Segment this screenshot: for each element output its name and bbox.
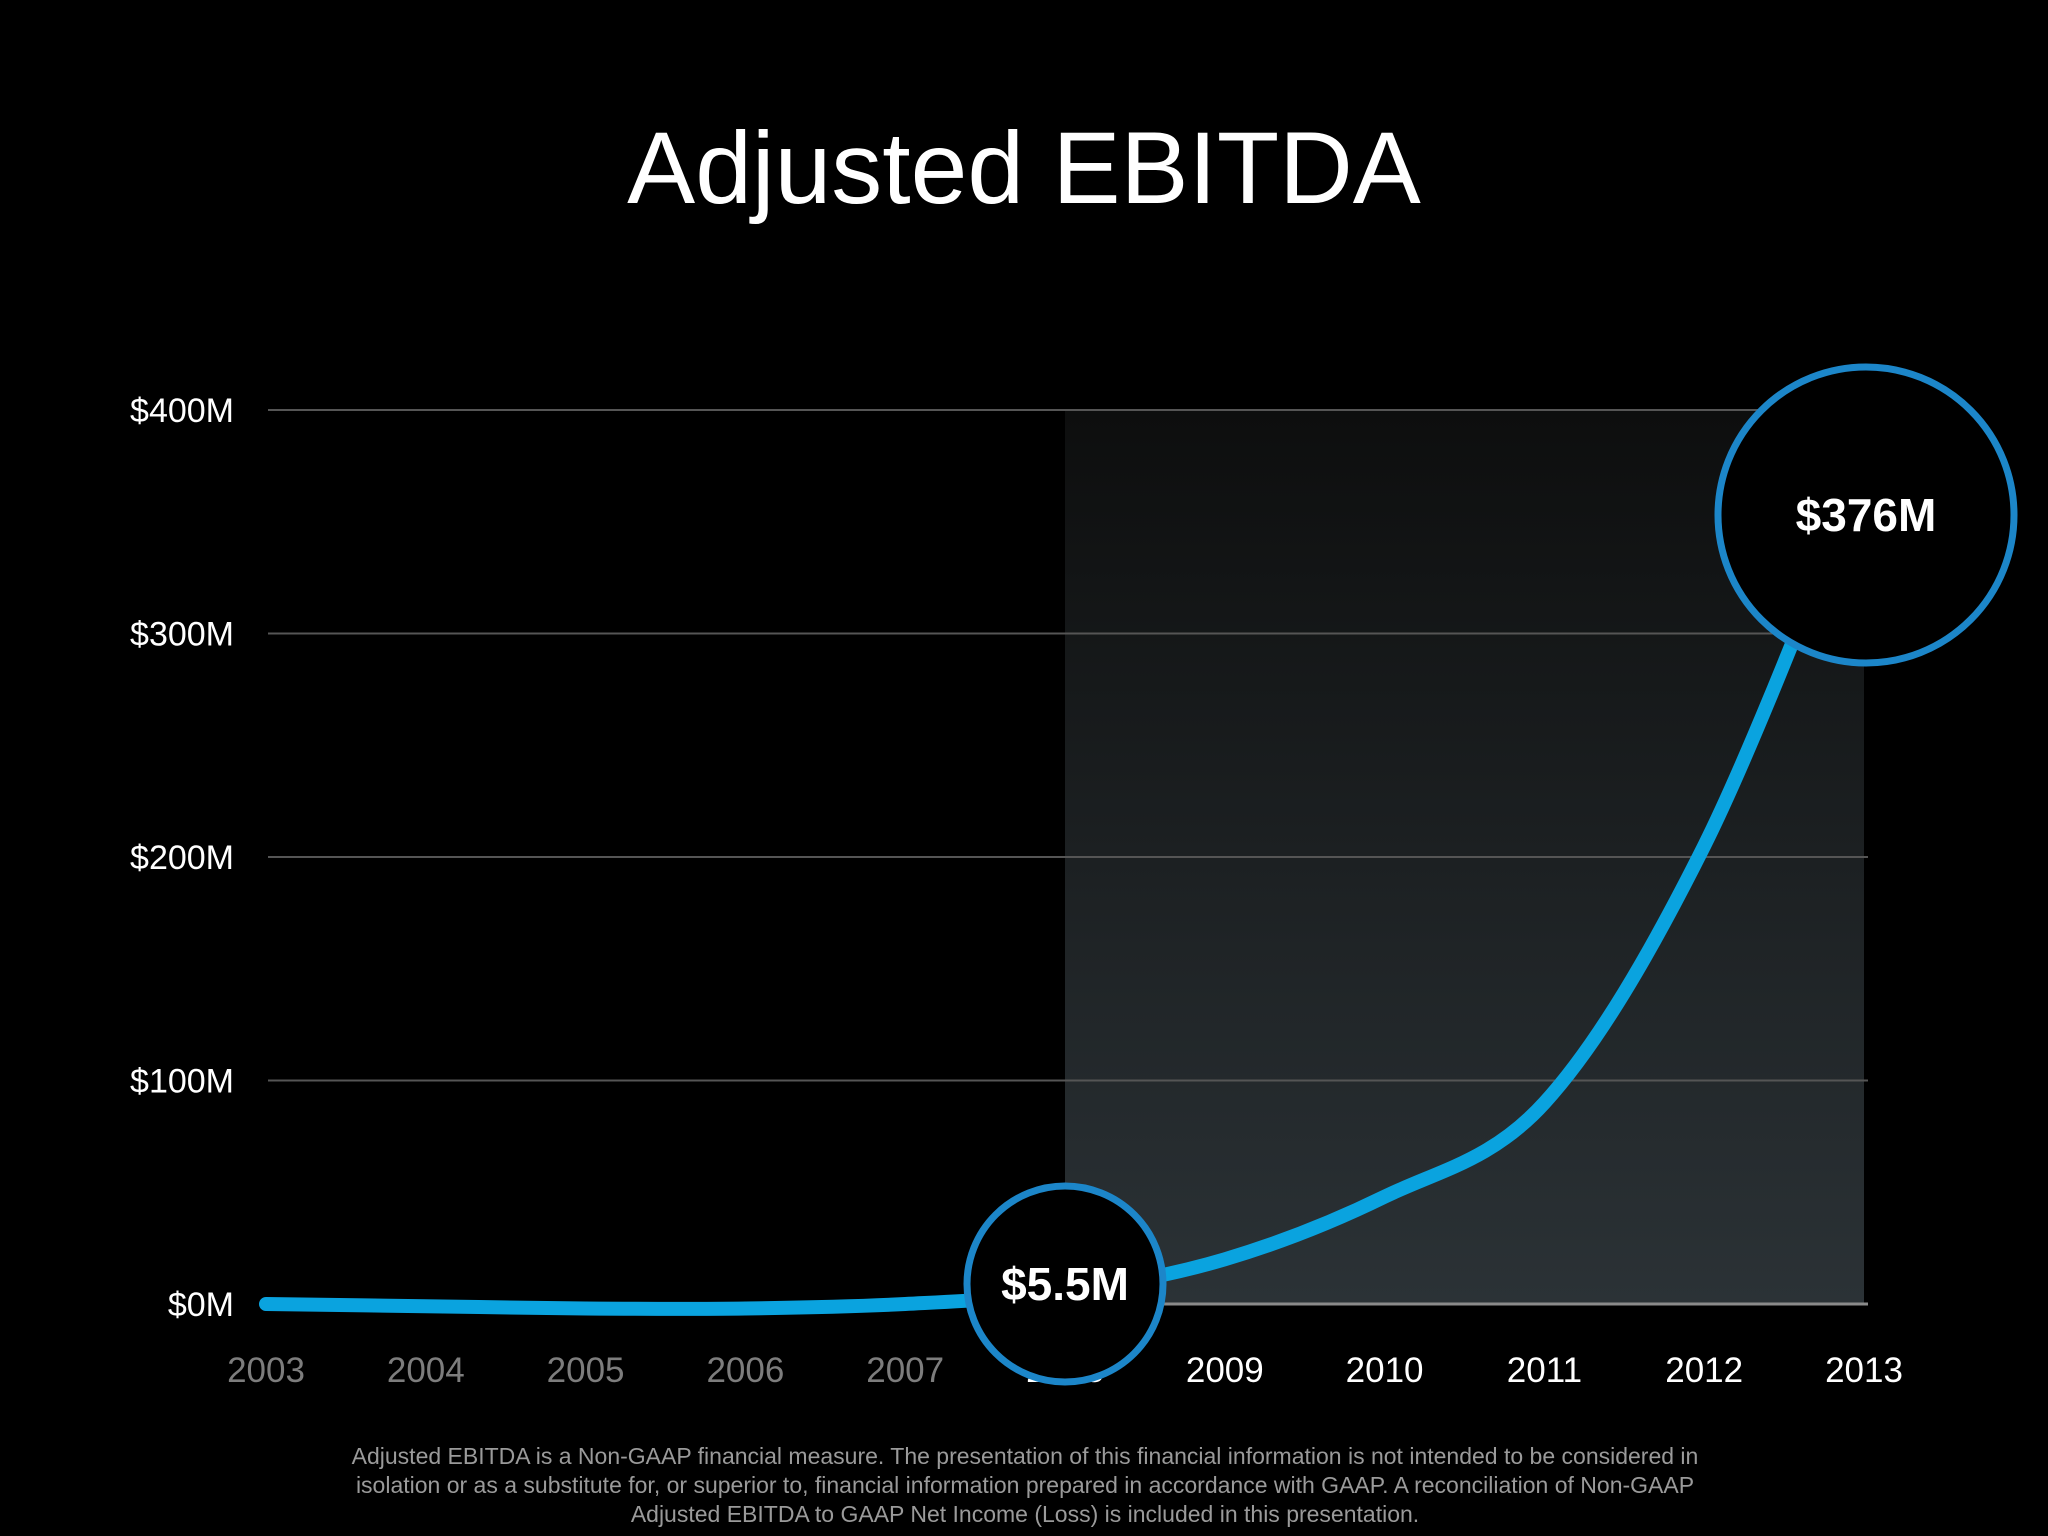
x-tick-label: 2005 bbox=[547, 1351, 625, 1390]
x-tick-label: 2010 bbox=[1346, 1351, 1424, 1390]
page-title: Adjusted EBITDA bbox=[627, 111, 1421, 225]
x-tick-label: 2004 bbox=[387, 1351, 465, 1390]
x-tick-label: 2012 bbox=[1665, 1351, 1743, 1390]
callout-2013: $376M bbox=[1714, 363, 2018, 667]
x-tick-label: 2003 bbox=[227, 1351, 305, 1390]
x-tick-label: 2011 bbox=[1507, 1351, 1582, 1390]
y-tick-label: $200M bbox=[130, 839, 234, 877]
footnote: Adjusted EBITDA is a Non-GAAP financial … bbox=[351, 1443, 1699, 1527]
x-tick-label: 2007 bbox=[866, 1351, 944, 1390]
callout-ring bbox=[963, 1182, 1167, 1386]
y-tick-label: $100M bbox=[130, 1063, 234, 1101]
data-label: $376M bbox=[1796, 489, 1937, 541]
x-tick-label: 2013 bbox=[1825, 1351, 1903, 1390]
y-tick-label: $400M bbox=[130, 392, 234, 430]
callout-2008: $5.5M bbox=[963, 1182, 1167, 1386]
callout-ring bbox=[1714, 363, 2018, 667]
x-tick-label: 2006 bbox=[706, 1351, 784, 1390]
data-label: $5.5M bbox=[1001, 1258, 1129, 1310]
y-tick-label: $0M bbox=[168, 1286, 234, 1324]
x-tick-label: 2009 bbox=[1186, 1351, 1264, 1390]
y-tick-label: $300M bbox=[130, 616, 234, 654]
